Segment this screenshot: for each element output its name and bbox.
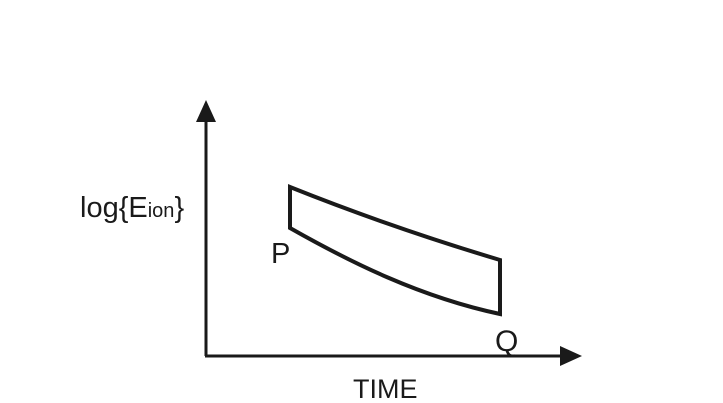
point-label-q: Q [495, 325, 519, 358]
y-axis-label-subscript: ion [147, 200, 175, 222]
y-axis-arrowhead [196, 100, 216, 122]
x-axis-arrowhead [560, 346, 582, 366]
y-axis-label-suffix: } [174, 192, 185, 224]
point-label-p: P [271, 238, 291, 270]
y-axis-label-prefix: log{E [80, 192, 148, 224]
y-axis-label: log{Eion} [80, 194, 184, 223]
x-axis-label: TIME [353, 374, 418, 403]
energy-band [288, 184, 502, 317]
